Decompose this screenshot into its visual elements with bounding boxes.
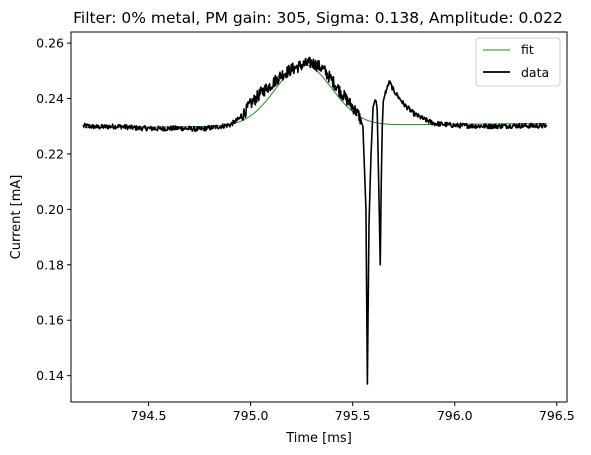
x-tick-label: 794.5 xyxy=(131,408,167,423)
legend-data-label: data xyxy=(521,65,549,80)
x-tick-label: 796.5 xyxy=(539,408,575,423)
y-tick-label: 0.22 xyxy=(36,146,64,161)
plot-frame xyxy=(70,31,568,403)
data-line xyxy=(82,56,548,385)
y-tick-label: 0.24 xyxy=(36,91,64,106)
chart-title: Filter: 0% metal, PM gain: 305, Sigma: 0… xyxy=(73,9,563,27)
y-tick-label: 0.16 xyxy=(36,313,64,328)
x-tick-label: 795.0 xyxy=(233,408,269,423)
y-tick-label: 0.18 xyxy=(36,257,64,272)
legend-fit-label: fit xyxy=(521,42,534,57)
y-tick-label: 0.26 xyxy=(36,36,64,51)
y-tick-label: 0.14 xyxy=(36,368,64,383)
axis-ticks: 794.5 795.0 795.5 796.0 796.5 0.14 0.16 0.18 0.2… xyxy=(36,36,575,423)
x-axis-label: Time [ms] xyxy=(285,431,352,446)
y-tick-label: 0.20 xyxy=(36,202,64,217)
y-axis-label: Current [mA] xyxy=(9,175,24,260)
legend: fit data xyxy=(475,37,561,87)
x-tick-label: 795.5 xyxy=(335,408,371,423)
x-tick-label: 796.0 xyxy=(437,408,473,423)
plot-area xyxy=(82,56,548,385)
